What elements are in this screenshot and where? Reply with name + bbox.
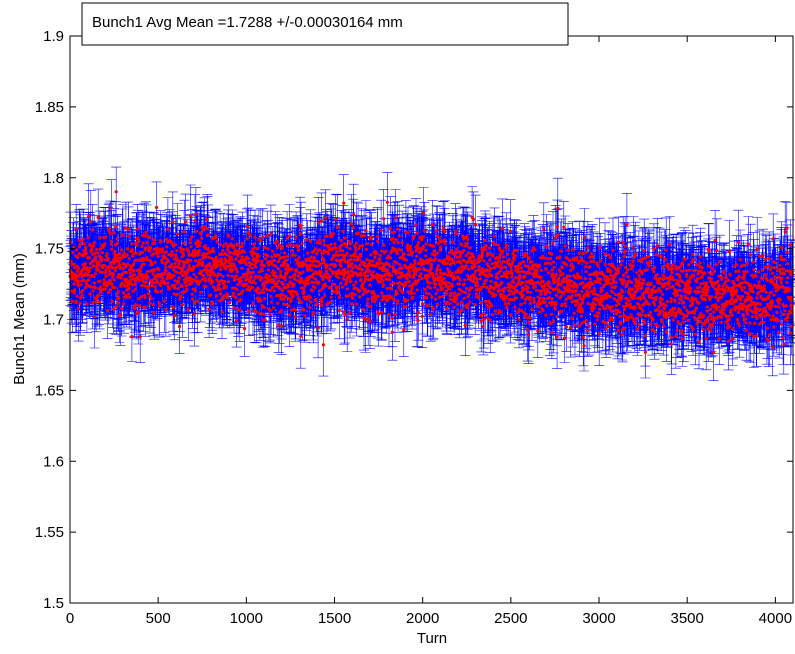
- legend: Bunch1 Avg Mean =1.7288 +/-0.00030164 mm: [81, 2, 569, 46]
- x-tick-label: 3500: [671, 610, 704, 627]
- y-tick-label: 1.5: [43, 595, 64, 612]
- y-tick-label: 1.7: [43, 312, 64, 329]
- x-tick-label: 1000: [230, 610, 263, 627]
- y-tick-label: 1.9: [43, 28, 64, 45]
- x-tick-label: 0: [66, 610, 74, 627]
- data-points: [68, 190, 794, 354]
- x-tick-label: 4000: [759, 610, 792, 627]
- y-tick-label: 1.65: [35, 382, 64, 399]
- y-axis: 1.5 1.55 1.6 1.65 1.7 1.75 1.8 1.85 1.9: [35, 28, 793, 612]
- mean-points-path: [68, 190, 794, 354]
- x-tick-label: 2000: [406, 610, 439, 627]
- y-tick-label: 1.85: [35, 99, 64, 116]
- y-axis-label: Bunch1 Mean (mm): [11, 253, 28, 385]
- x-tick-label: 500: [146, 610, 171, 627]
- x-tick-label: 1500: [318, 610, 351, 627]
- x-tick-label: 2500: [494, 610, 527, 627]
- y-tick-label: 1.6: [43, 453, 64, 470]
- x-axis-label: Turn: [417, 630, 447, 647]
- y-tick-label: 1.55: [35, 524, 64, 541]
- y-tick-label: 1.75: [35, 241, 64, 258]
- legend-box: [81, 2, 569, 46]
- y-tick-label: 1.8: [43, 170, 64, 187]
- x-tick-label: 3000: [582, 610, 615, 627]
- legend-text: Bunch1 Avg Mean =1.7288 +/-0.00030164 mm: [92, 14, 403, 31]
